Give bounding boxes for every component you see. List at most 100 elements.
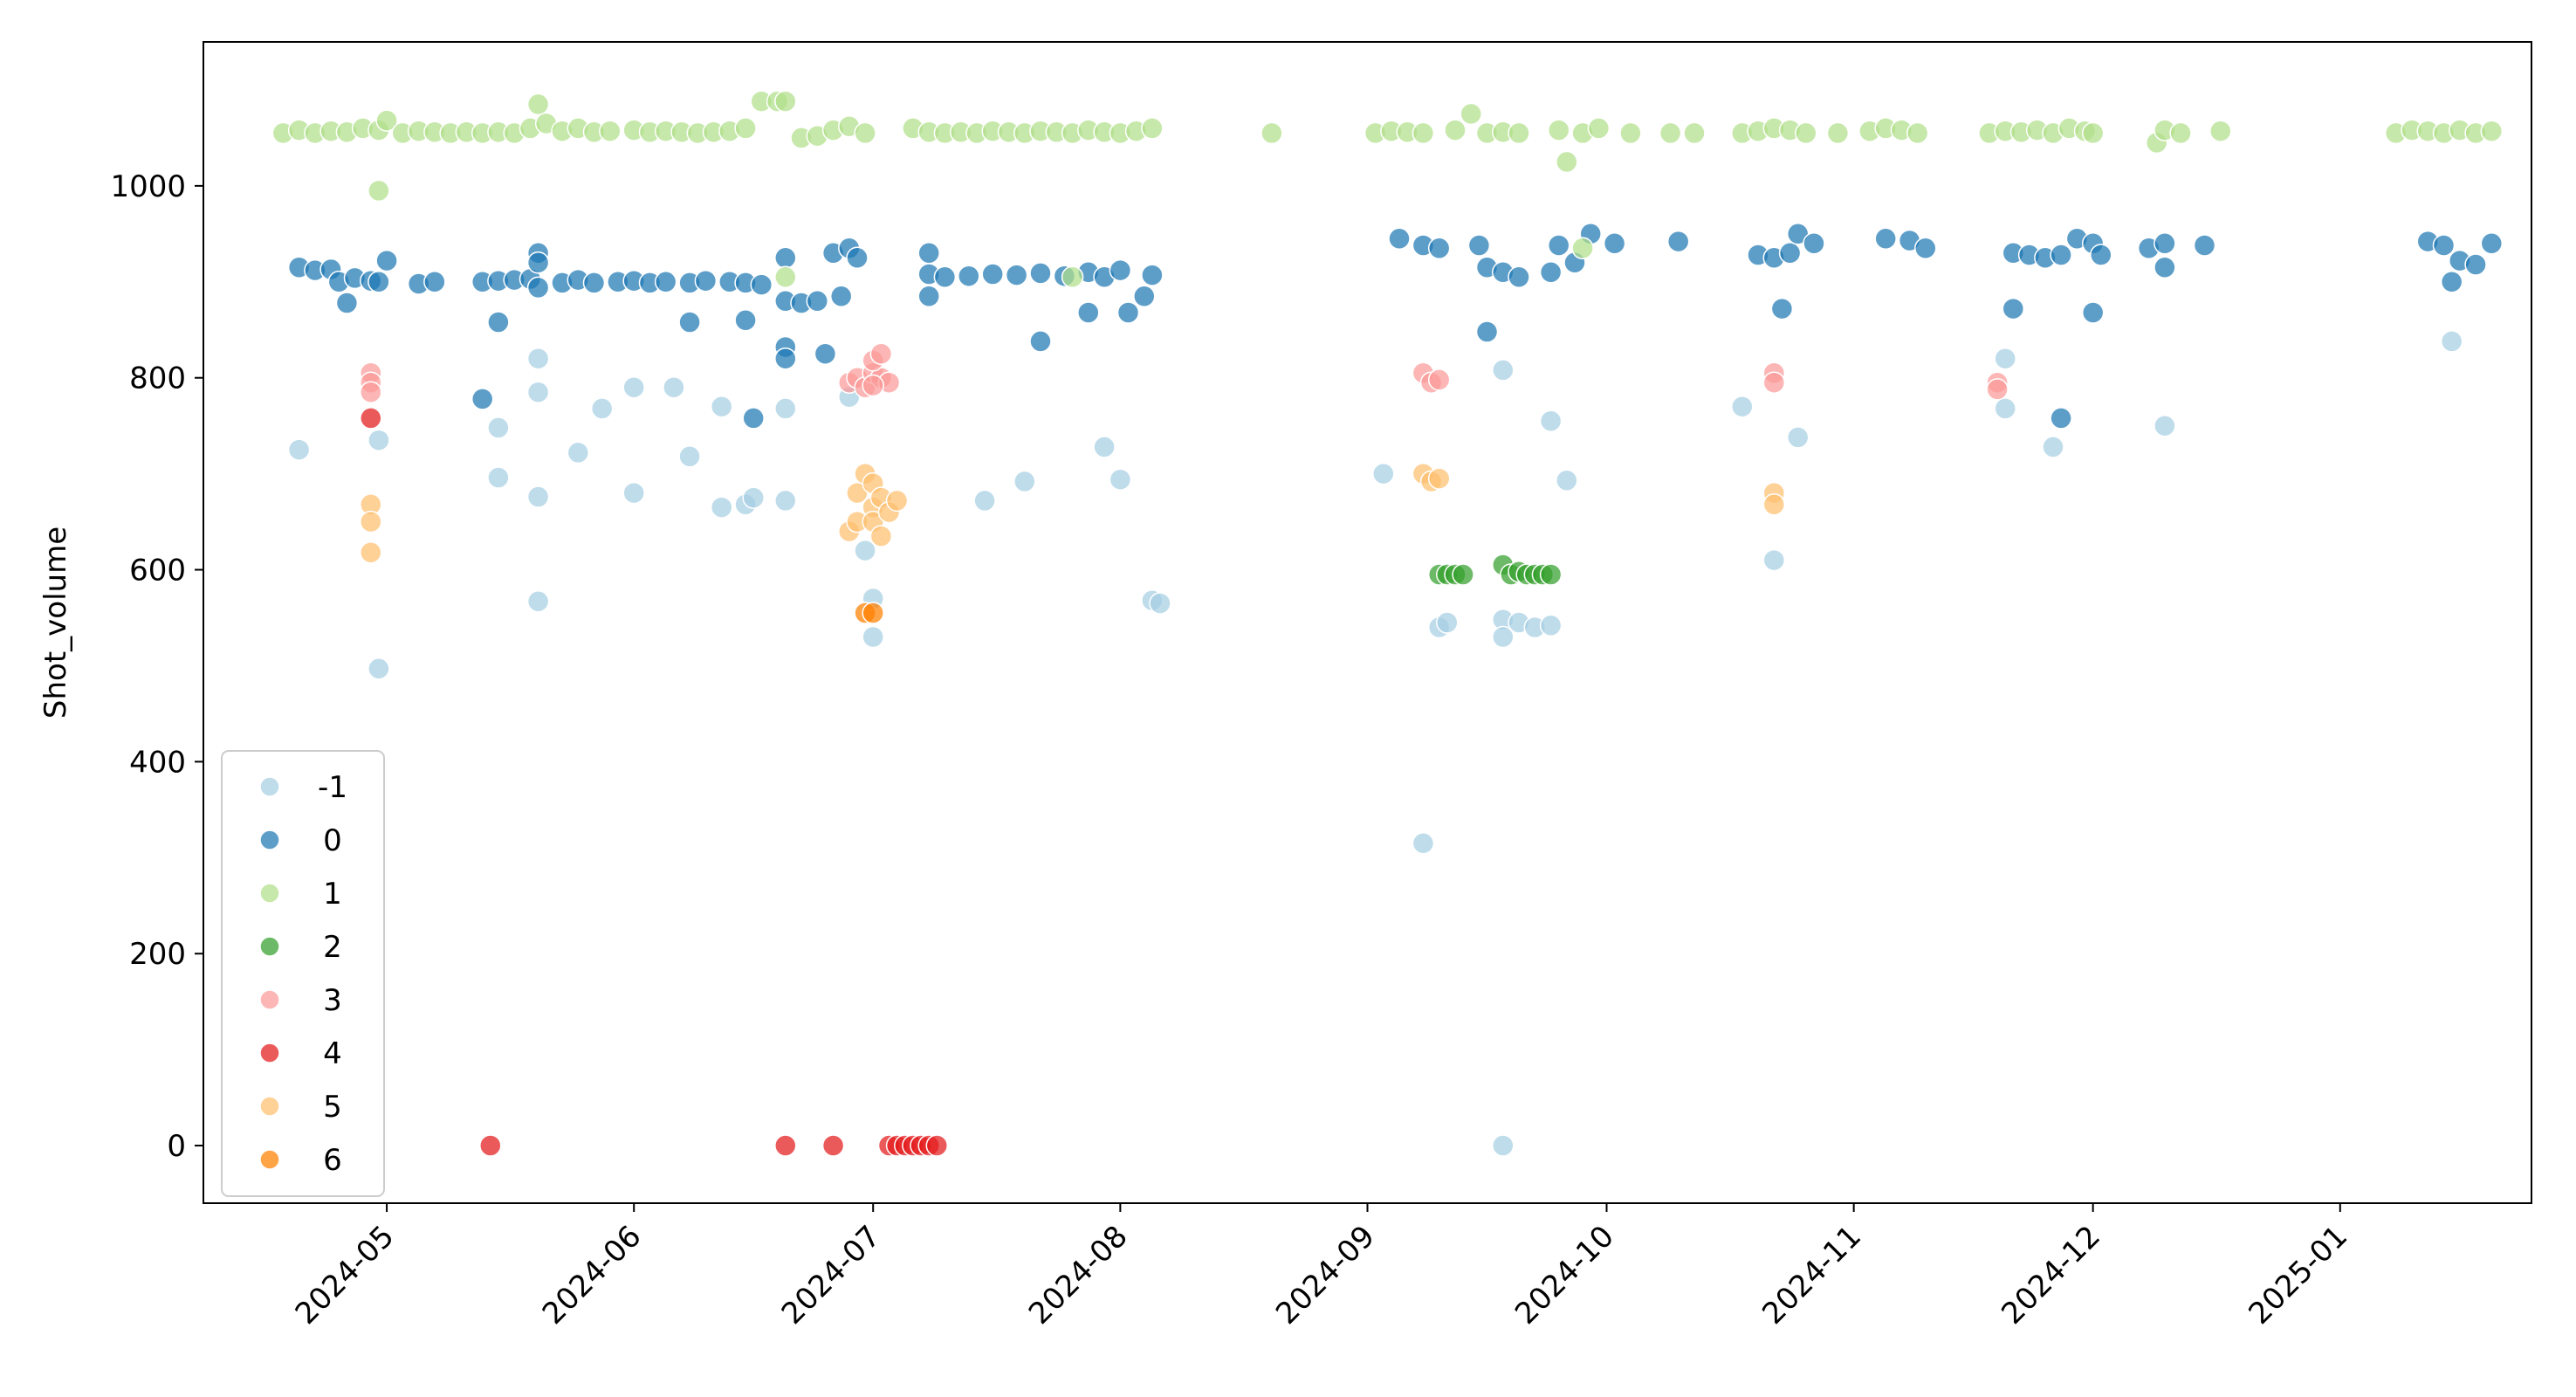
data-point — [1452, 563, 1474, 586]
data-point — [1093, 436, 1116, 458]
legend: -1 0 1 2 3 4 5 6 — [221, 750, 385, 1197]
data-point — [1587, 117, 1611, 140]
data-point — [1914, 237, 1937, 260]
data-point — [360, 541, 382, 564]
data-point — [2002, 297, 2025, 320]
data-point — [1778, 242, 1802, 265]
data-point — [710, 496, 733, 519]
data-point — [846, 246, 869, 270]
data-point — [981, 263, 1004, 286]
data-point — [869, 342, 893, 365]
data-point — [1994, 397, 2016, 420]
y-axis: 0 200 400 600 800 1000 — [110, 169, 203, 1164]
data-point — [1427, 368, 1451, 391]
data-point — [360, 510, 382, 533]
data-point — [2050, 407, 2072, 430]
data-point — [1149, 592, 1171, 615]
y-tick-label: 600 — [129, 554, 186, 588]
data-point — [2209, 120, 2232, 142]
data-point — [1906, 121, 1929, 145]
data-point — [582, 272, 606, 294]
data-point — [1539, 614, 1563, 637]
data-point — [774, 397, 797, 420]
legend-label: 6 — [323, 1143, 342, 1178]
data-point — [599, 120, 622, 142]
data-point — [854, 121, 876, 145]
data-point — [862, 602, 884, 624]
data-point — [1061, 265, 1084, 289]
data-point — [622, 375, 645, 399]
data-point — [526, 251, 550, 274]
data-point — [1444, 119, 1467, 141]
data-point — [1659, 121, 1682, 145]
data-point — [2081, 301, 2105, 324]
data-point — [1460, 102, 1482, 126]
data-point — [2154, 414, 2176, 437]
data-point — [1029, 330, 1052, 353]
data-point — [742, 486, 765, 509]
data-point — [1556, 469, 1578, 492]
data-point — [2042, 436, 2064, 458]
data-point — [885, 489, 909, 513]
legend-item-0: 0 — [259, 823, 342, 858]
data-point — [622, 481, 645, 505]
y-tick-label: 400 — [129, 745, 186, 780]
data-point — [526, 381, 550, 403]
data-point — [654, 271, 677, 293]
data-point — [1372, 462, 1395, 485]
y-tick-label: 200 — [129, 937, 186, 972]
data-point — [2169, 121, 2192, 145]
data-point — [1492, 625, 1515, 649]
data-point — [1013, 470, 1036, 493]
data-point — [590, 397, 614, 420]
data-point — [678, 311, 701, 334]
data-point — [774, 1134, 797, 1157]
data-point — [862, 625, 884, 649]
data-point — [1412, 832, 1435, 855]
data-point — [567, 441, 590, 465]
legend-marker — [259, 1096, 280, 1117]
data-point — [368, 271, 390, 293]
data-point — [806, 290, 829, 313]
data-point — [1133, 285, 1156, 308]
data-point — [774, 265, 797, 289]
data-point — [1261, 121, 1283, 145]
data-point — [2090, 244, 2112, 266]
series-5 — [360, 462, 1786, 564]
data-point — [526, 590, 550, 613]
data-point — [917, 285, 940, 308]
data-point — [1467, 234, 1491, 257]
data-point — [678, 445, 701, 468]
data-point — [2081, 121, 2105, 145]
data-point — [750, 273, 773, 296]
data-point — [925, 1134, 949, 1157]
legend-marker — [259, 1043, 280, 1063]
data-point — [710, 395, 733, 418]
legend-label: 1 — [323, 877, 342, 912]
data-point — [2440, 330, 2463, 353]
data-point — [1556, 150, 1578, 174]
legend-item-5: 5 — [259, 1090, 342, 1125]
data-point — [487, 311, 510, 334]
data-point — [526, 347, 550, 370]
data-point — [526, 276, 550, 299]
data-point — [854, 539, 876, 562]
data-point — [1141, 264, 1164, 286]
data-point — [1427, 467, 1451, 490]
data-point — [1762, 548, 1786, 572]
data-point — [1666, 230, 1690, 253]
data-point — [774, 90, 797, 113]
data-point — [368, 429, 390, 451]
legend-label: -1 — [318, 770, 347, 805]
legend-label: 0 — [323, 823, 342, 858]
series-1 — [271, 90, 2504, 289]
data-point — [774, 489, 797, 513]
data-point — [1874, 227, 1897, 251]
data-point — [958, 265, 980, 287]
data-point — [1109, 258, 1132, 282]
data-point — [471, 388, 494, 410]
legend-marker — [259, 989, 280, 1010]
